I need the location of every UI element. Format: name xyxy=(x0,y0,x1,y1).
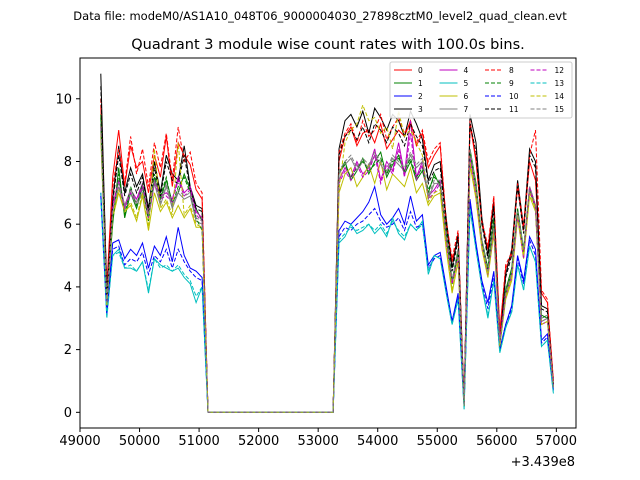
legend-label-11: 11 xyxy=(509,105,519,114)
y-tick-label: 10 xyxy=(55,92,72,107)
chart-title: Quadrant 3 module wise count rates with … xyxy=(131,37,525,53)
y-tick-label: 2 xyxy=(64,343,72,358)
legend-label-2: 2 xyxy=(418,92,423,101)
legend-label-9: 9 xyxy=(509,79,514,88)
series-line-8 xyxy=(100,98,554,413)
legend-label-8: 8 xyxy=(509,66,514,75)
x-tick-label: 57000 xyxy=(536,434,577,449)
legend-label-5: 5 xyxy=(464,79,469,88)
series-line-15 xyxy=(100,126,554,413)
legend-label-12: 12 xyxy=(555,66,565,75)
x-offset-text: +3.439e8 xyxy=(511,455,575,470)
legend-label-14: 14 xyxy=(555,92,565,101)
legend-label-4: 4 xyxy=(464,66,469,75)
series-line-9 xyxy=(100,117,554,413)
x-tick-label: 54000 xyxy=(357,434,398,449)
legend-label-0: 0 xyxy=(418,66,423,75)
data-file-label: Data file: modeM0/AS1A10_048T06_90000040… xyxy=(73,9,567,23)
y-tick-label: 0 xyxy=(64,406,72,421)
plot-frame xyxy=(79,57,577,429)
legend-label-7: 7 xyxy=(464,105,469,114)
legend-label-15: 15 xyxy=(555,105,565,114)
y-tick-label: 6 xyxy=(64,218,72,233)
legend-label-1: 1 xyxy=(418,79,423,88)
x-tick-label: 56000 xyxy=(476,434,517,449)
y-tick-label: 8 xyxy=(64,155,72,170)
series-layer xyxy=(100,73,554,413)
legend-box xyxy=(389,61,573,119)
plot-area xyxy=(80,58,576,428)
series-line-10 xyxy=(100,195,554,413)
legend-label-13: 13 xyxy=(555,79,565,88)
legend-label-6: 6 xyxy=(464,92,469,101)
x-tick-label: 53000 xyxy=(297,434,338,449)
x-tick-label: 50000 xyxy=(119,434,160,449)
legend-label-3: 3 xyxy=(418,105,423,114)
x-tick-label: 55000 xyxy=(417,434,458,449)
legend-label-10: 10 xyxy=(509,92,519,101)
axes-layer: 49000 50000 51000 52000 53000 54000 55000 56000… xyxy=(55,92,577,449)
y-tick-label: 4 xyxy=(64,280,72,295)
x-tick-label: 51000 xyxy=(178,434,219,449)
x-tick-label: 52000 xyxy=(238,434,279,449)
x-tick-label: 49000 xyxy=(59,434,100,449)
